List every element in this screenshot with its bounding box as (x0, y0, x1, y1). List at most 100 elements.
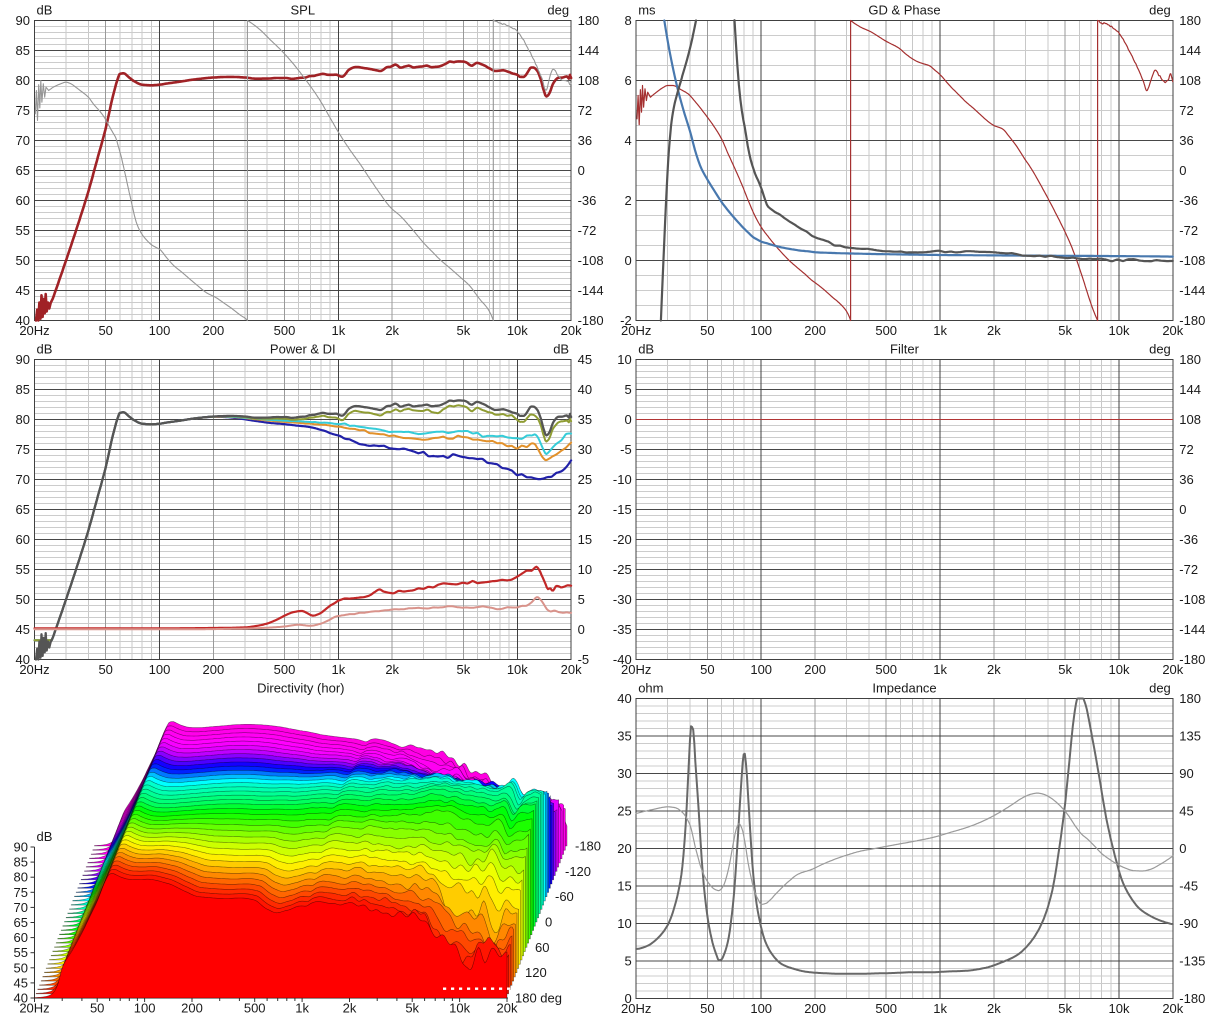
svg-text:-20: -20 (613, 532, 632, 547)
svg-text:90: 90 (16, 13, 30, 28)
svg-text:65: 65 (16, 502, 30, 517)
svg-text:-35: -35 (613, 622, 632, 637)
svg-text:72: 72 (1179, 103, 1193, 118)
svg-text:5: 5 (624, 954, 631, 969)
svg-text:55: 55 (14, 945, 28, 960)
svg-text:-144: -144 (578, 283, 604, 298)
svg-text:2k: 2k (987, 662, 1001, 677)
svg-text:-180: -180 (575, 839, 601, 854)
svg-text:40: 40 (578, 382, 592, 397)
svg-text:35: 35 (617, 729, 631, 744)
svg-text:8: 8 (624, 13, 631, 28)
svg-text:200: 200 (181, 1001, 203, 1016)
svg-text:1k: 1k (332, 323, 346, 338)
svg-text:180: 180 (1179, 352, 1201, 367)
svg-text:20k: 20k (1162, 323, 1183, 338)
svg-text:180 deg: 180 deg (515, 991, 562, 1006)
svg-text:40: 40 (16, 652, 30, 667)
svg-text:deg: deg (547, 3, 569, 18)
svg-text:10k: 10k (1109, 1001, 1130, 1016)
svg-text:-108: -108 (578, 253, 604, 268)
svg-text:90: 90 (14, 840, 28, 855)
svg-text:500: 500 (875, 323, 897, 338)
svg-text:135: 135 (1179, 729, 1201, 744)
svg-text:2k: 2k (385, 323, 399, 338)
svg-text:4: 4 (624, 133, 631, 148)
svg-text:70: 70 (16, 133, 30, 148)
svg-text:500: 500 (274, 662, 296, 677)
svg-text:dB: dB (37, 342, 53, 357)
svg-text:-40: -40 (613, 652, 632, 667)
svg-text:GD & Phase: GD & Phase (868, 3, 940, 18)
svg-text:2k: 2k (987, 1001, 1001, 1016)
svg-text:75: 75 (14, 885, 28, 900)
svg-text:10: 10 (617, 352, 631, 367)
svg-text:15: 15 (578, 532, 592, 547)
svg-text:108: 108 (578, 73, 600, 88)
svg-text:20Hz: 20Hz (19, 1001, 49, 1016)
svg-text:500: 500 (875, 1001, 897, 1016)
svg-text:10k: 10k (1109, 662, 1130, 677)
svg-text:-25: -25 (613, 562, 632, 577)
svg-text:SPL: SPL (291, 3, 316, 18)
svg-text:100: 100 (750, 662, 772, 677)
svg-text:2k: 2k (343, 1001, 357, 1016)
svg-text:70: 70 (16, 472, 30, 487)
svg-text:dB: dB (553, 342, 569, 357)
svg-text:108: 108 (1179, 73, 1201, 88)
svg-text:500: 500 (244, 1001, 266, 1016)
svg-text:1k: 1k (332, 662, 346, 677)
svg-text:20Hz: 20Hz (19, 323, 49, 338)
svg-text:dB: dB (37, 829, 53, 844)
svg-text:85: 85 (16, 43, 30, 58)
svg-text:-60: -60 (555, 889, 574, 904)
svg-text:2k: 2k (385, 662, 399, 677)
svg-text:0: 0 (1179, 163, 1186, 178)
svg-text:80: 80 (16, 73, 30, 88)
svg-text:-36: -36 (578, 193, 597, 208)
svg-text:20Hz: 20Hz (621, 662, 651, 677)
svg-text:deg: deg (1149, 3, 1171, 18)
svg-text:1k: 1k (933, 662, 947, 677)
svg-text:40: 40 (617, 691, 631, 706)
svg-text:5k: 5k (1058, 1001, 1072, 1016)
svg-text:120: 120 (525, 965, 547, 980)
svg-text:85: 85 (14, 855, 28, 870)
svg-text:-30: -30 (613, 592, 632, 607)
svg-text:-5: -5 (620, 442, 632, 457)
svg-text:50: 50 (98, 662, 112, 677)
svg-text:108: 108 (1179, 412, 1201, 427)
svg-text:0: 0 (624, 253, 631, 268)
svg-text:dB: dB (638, 342, 654, 357)
svg-text:50: 50 (90, 1001, 104, 1016)
svg-text:50: 50 (700, 662, 714, 677)
svg-text:144: 144 (1179, 43, 1201, 58)
svg-text:40: 40 (16, 313, 30, 328)
svg-text:45: 45 (1179, 804, 1193, 819)
svg-text:65: 65 (14, 915, 28, 930)
svg-text:200: 200 (804, 323, 826, 338)
svg-text:72: 72 (1179, 442, 1193, 457)
svg-text:35: 35 (578, 412, 592, 427)
svg-text:180: 180 (578, 13, 600, 28)
svg-text:65: 65 (16, 163, 30, 178)
svg-text:180: 180 (1179, 13, 1201, 28)
svg-text:10: 10 (578, 562, 592, 577)
svg-text:-2: -2 (620, 313, 632, 328)
svg-text:45: 45 (16, 622, 30, 637)
svg-text:20k: 20k (561, 662, 582, 677)
svg-text:0: 0 (578, 622, 585, 637)
svg-text:25: 25 (617, 804, 631, 819)
svg-text:20k: 20k (561, 323, 582, 338)
svg-text:2k: 2k (987, 323, 1001, 338)
svg-text:-10: -10 (613, 472, 632, 487)
svg-text:200: 200 (203, 323, 225, 338)
svg-text:100: 100 (134, 1001, 156, 1016)
svg-text:20Hz: 20Hz (621, 323, 651, 338)
svg-text:180: 180 (1179, 691, 1201, 706)
svg-text:200: 200 (203, 662, 225, 677)
svg-text:50: 50 (700, 323, 714, 338)
svg-text:50: 50 (98, 323, 112, 338)
svg-text:0: 0 (545, 915, 552, 930)
svg-text:60: 60 (535, 940, 549, 955)
